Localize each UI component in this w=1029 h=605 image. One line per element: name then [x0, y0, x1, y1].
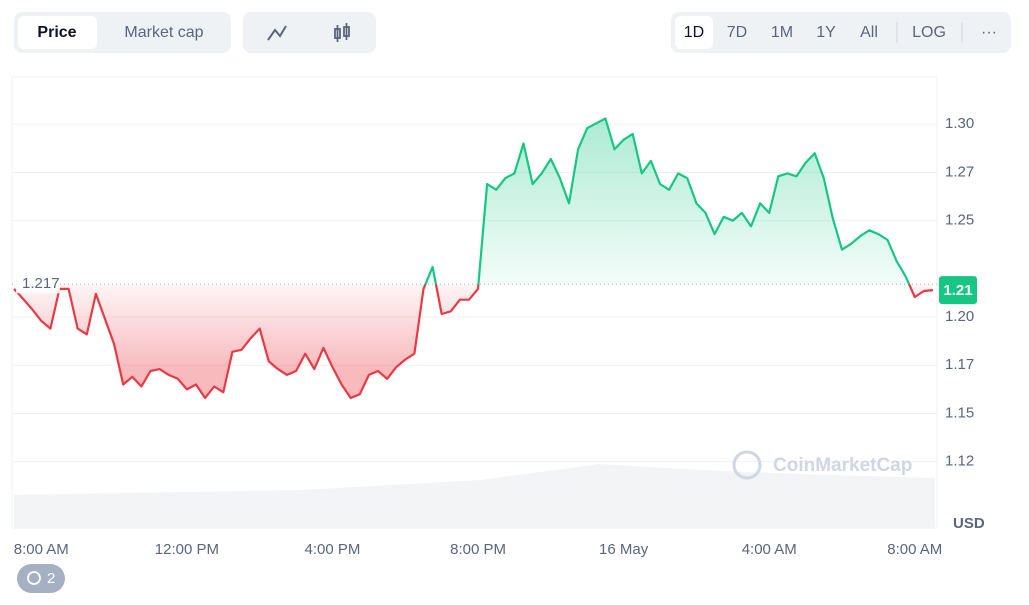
- history-badge[interactable]: [17, 564, 65, 593]
- current-price-label: 1.21: [943, 282, 972, 299]
- open-price-label: 1.217: [22, 275, 60, 292]
- x-tick-label: 4:00 PM: [305, 541, 361, 558]
- x-tick-label: 12:00 PM: [155, 541, 219, 558]
- chart-type-group: [243, 12, 376, 53]
- price-line: [13, 117, 934, 400]
- y-tick-label: 1.12: [945, 453, 974, 470]
- candle-icon[interactable]: [334, 23, 350, 42]
- x-tick-label: 16 May: [599, 541, 649, 558]
- more-button[interactable]: ···: [981, 24, 997, 41]
- tab-price[interactable]: Price: [37, 24, 76, 41]
- current-price-box: [939, 276, 977, 305]
- history-count[interactable]: 2: [47, 570, 55, 587]
- y-tick-label: 1.30: [945, 115, 974, 132]
- range-1d[interactable]: 1D: [684, 24, 704, 41]
- x-tick-label: 8:00 AM: [14, 541, 69, 558]
- volume-backdrop: [14, 464, 935, 528]
- tab-market-cap[interactable]: Market cap: [124, 24, 203, 41]
- y-axis-label: USD: [953, 515, 985, 532]
- y-tick-label: 1.15: [945, 404, 974, 421]
- open-price-box: [16, 273, 60, 294]
- x-tick-label: 4:00 AM: [742, 541, 797, 558]
- line-icon[interactable]: [267, 25, 287, 41]
- y-tick-label: 1.20: [945, 308, 974, 325]
- range-all[interactable]: All: [860, 24, 878, 41]
- marks: [12, 117, 937, 400]
- x-tick-label: 8:00 PM: [450, 541, 506, 558]
- range-group: [671, 12, 1011, 53]
- history-icon: [27, 571, 41, 585]
- range-1m[interactable]: 1M: [771, 24, 793, 41]
- log-toggle[interactable]: LOG: [912, 24, 946, 41]
- y-tick-label: 1.17: [945, 356, 974, 373]
- y-tick-label: 1.27: [945, 163, 974, 180]
- range-1y[interactable]: 1Y: [816, 24, 836, 41]
- x-tick-label: 8:00 AM: [887, 541, 942, 558]
- range-7d[interactable]: 7D: [727, 24, 747, 41]
- watermark-text: CoinMarketCap: [773, 455, 912, 476]
- price-area: [14, 118, 933, 398]
- y-tick-label: 1.25: [945, 212, 974, 229]
- watermark: CoinMarketCap: [732, 450, 912, 480]
- range-selected[interactable]: [675, 16, 713, 49]
- tab-selected[interactable]: [18, 16, 97, 49]
